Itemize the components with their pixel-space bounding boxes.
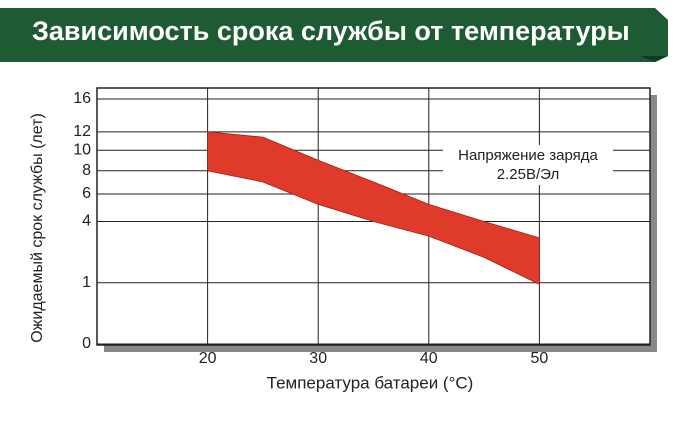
x-tick-label: 20 xyxy=(199,350,217,367)
annotation: 2.25В/Эл xyxy=(497,166,559,183)
annotation: Напряжение заряда xyxy=(458,147,598,164)
y-tick-label: 6 xyxy=(82,185,91,202)
y-tick-label: 1 xyxy=(82,274,91,291)
y-tick-label: 4 xyxy=(82,213,91,230)
x-tick-label: 40 xyxy=(420,350,438,367)
y-tick-label: 16 xyxy=(73,90,91,107)
band xyxy=(207,131,540,285)
x-tick-label: 50 xyxy=(531,350,549,367)
x-axis-label: Температура батареи (°C) xyxy=(267,373,474,392)
chart-title: Зависимость срока службы от температуры xyxy=(32,16,630,46)
x-tick-label: 30 xyxy=(309,350,327,367)
y-tick-label: 10 xyxy=(73,142,91,159)
y-axis-label: Ожидаемый срок службы (лет) xyxy=(29,113,46,343)
banner-fold xyxy=(640,56,668,62)
y-tick-label: 12 xyxy=(73,123,91,140)
annotation-box xyxy=(443,145,613,185)
y-tick-label: 0 xyxy=(82,335,91,352)
y-tick-label: 8 xyxy=(82,162,91,179)
title-banner xyxy=(0,8,668,62)
